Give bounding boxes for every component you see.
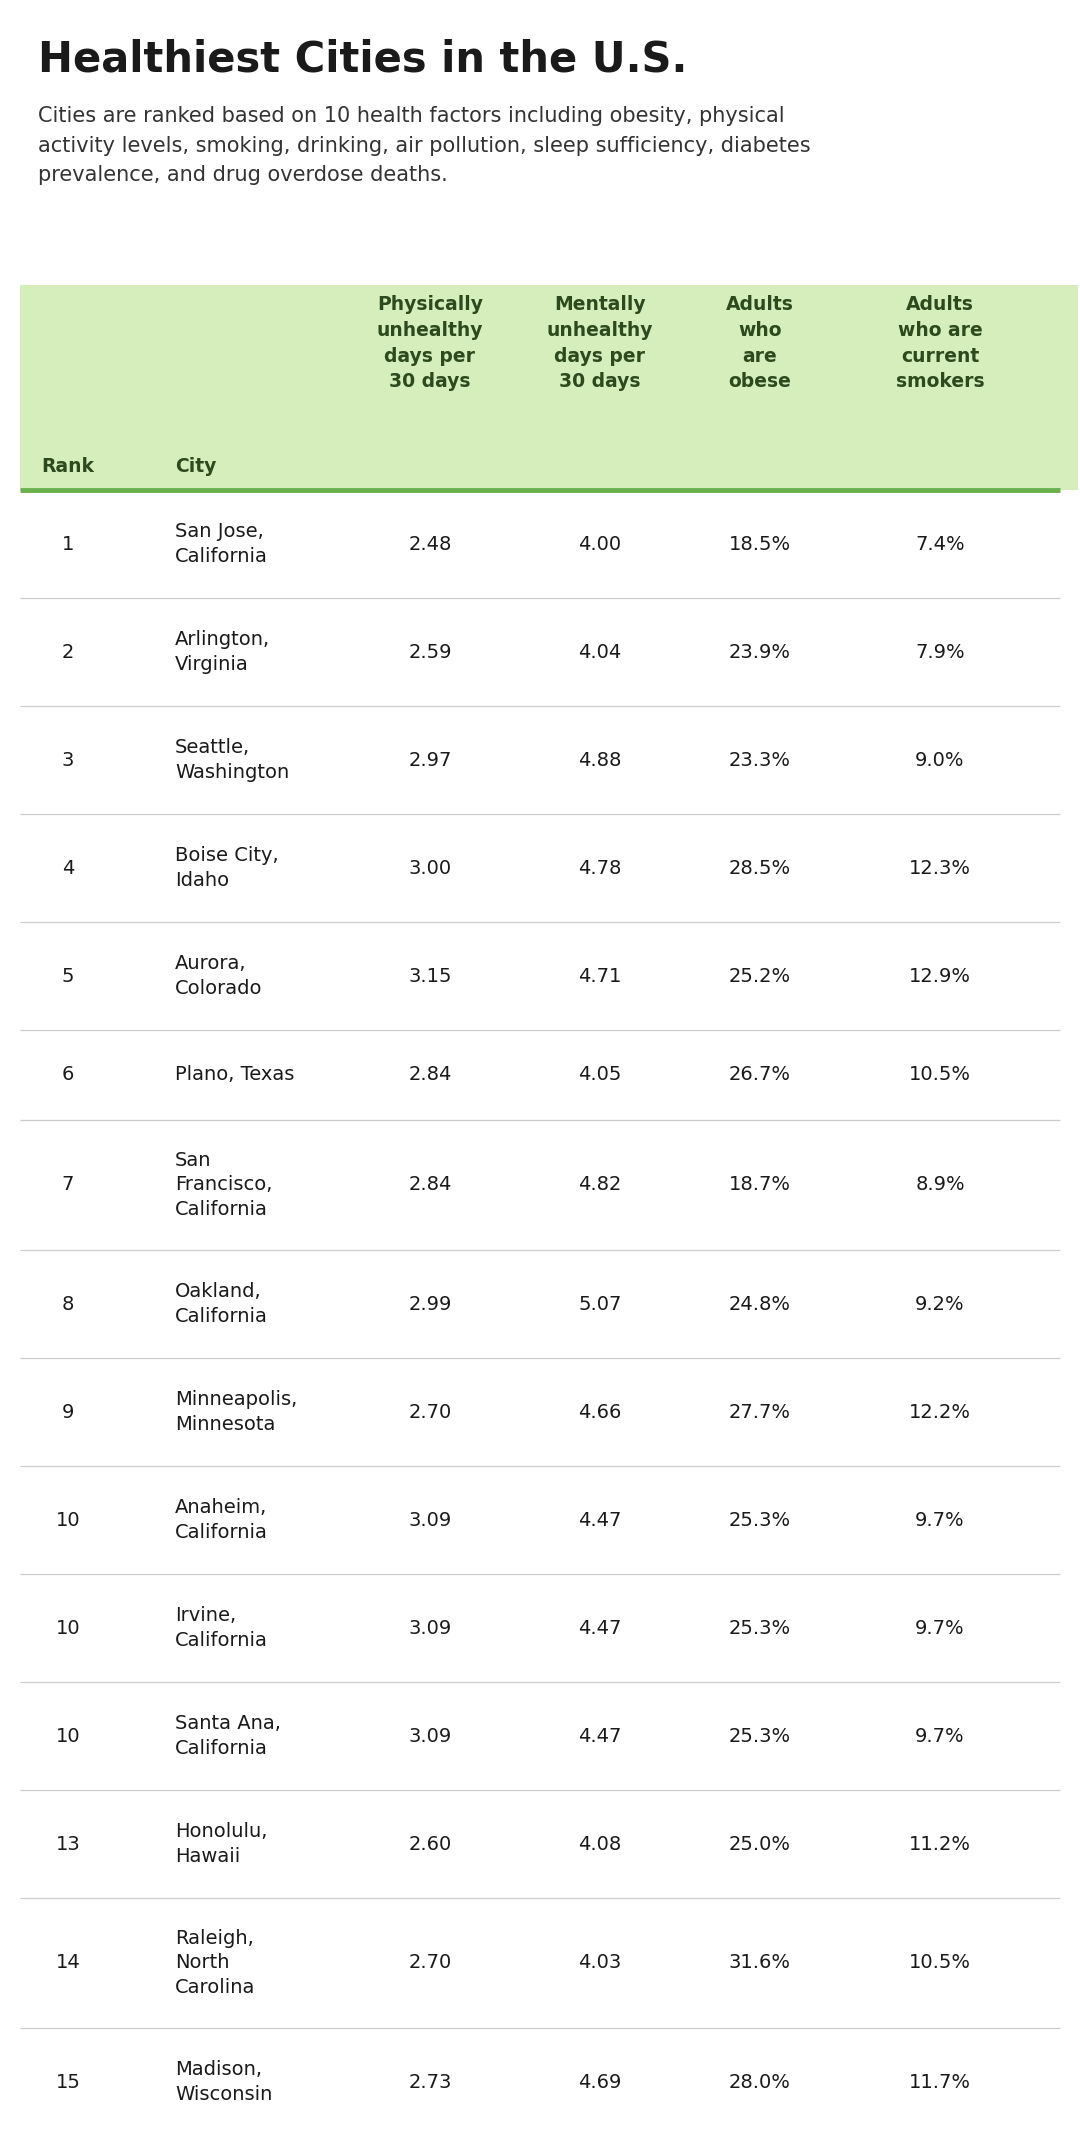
Text: Rank: Rank bbox=[41, 458, 95, 477]
Text: 2.97: 2.97 bbox=[408, 750, 451, 769]
Text: 12.2%: 12.2% bbox=[909, 1403, 971, 1422]
Text: 6: 6 bbox=[62, 1065, 75, 1085]
Text: 25.3%: 25.3% bbox=[729, 1727, 791, 1746]
Text: Boise City,
Idaho: Boise City, Idaho bbox=[175, 846, 279, 889]
Text: 4.78: 4.78 bbox=[578, 859, 622, 879]
Text: 3.15: 3.15 bbox=[408, 967, 451, 986]
Text: 4.88: 4.88 bbox=[578, 750, 622, 769]
Text: Santa Ana,
California: Santa Ana, California bbox=[175, 1714, 281, 1757]
Text: 4.82: 4.82 bbox=[578, 1175, 622, 1194]
Text: 23.3%: 23.3% bbox=[729, 750, 791, 769]
Text: 2.60: 2.60 bbox=[408, 1834, 451, 1854]
Text: 13: 13 bbox=[56, 1834, 80, 1854]
Text: 7.9%: 7.9% bbox=[915, 642, 964, 662]
Text: 14: 14 bbox=[56, 1953, 80, 1972]
Text: 3.00: 3.00 bbox=[408, 859, 451, 879]
Text: Cities are ranked based on 10 health factors including obesity, physical
activit: Cities are ranked based on 10 health fac… bbox=[38, 105, 811, 185]
Text: 2.59: 2.59 bbox=[408, 642, 451, 662]
Text: San
Francisco,
California: San Francisco, California bbox=[175, 1151, 272, 1218]
Text: Healthiest Cities in the U.S.: Healthiest Cities in the U.S. bbox=[38, 39, 687, 79]
Text: 8: 8 bbox=[62, 1295, 75, 1312]
Text: 25.2%: 25.2% bbox=[729, 967, 791, 986]
Text: 24.8%: 24.8% bbox=[729, 1295, 791, 1312]
Text: 4.47: 4.47 bbox=[578, 1510, 622, 1529]
Text: 3.09: 3.09 bbox=[408, 1617, 451, 1637]
Text: 9.7%: 9.7% bbox=[915, 1510, 964, 1529]
Text: Honolulu,
Hawaii: Honolulu, Hawaii bbox=[175, 1822, 268, 1867]
Text: Adults
who
are
obese: Adults who are obese bbox=[726, 294, 794, 391]
Text: 9: 9 bbox=[62, 1403, 75, 1422]
Text: San Jose,
California: San Jose, California bbox=[175, 522, 268, 565]
Text: 25.0%: 25.0% bbox=[729, 1834, 791, 1854]
Text: 4.03: 4.03 bbox=[579, 1953, 622, 1972]
Text: Arlington,
Virginia: Arlington, Virginia bbox=[175, 629, 270, 674]
Text: Madison,
Wisconsin: Madison, Wisconsin bbox=[175, 2060, 272, 2103]
Text: Minneapolis,
Minnesota: Minneapolis, Minnesota bbox=[175, 1390, 297, 1433]
Text: 3: 3 bbox=[62, 750, 75, 769]
Text: 4.00: 4.00 bbox=[579, 535, 622, 554]
Text: 2.48: 2.48 bbox=[408, 535, 451, 554]
Text: 11.2%: 11.2% bbox=[909, 1834, 971, 1854]
Text: 4: 4 bbox=[62, 859, 75, 879]
Text: Plano, Texas: Plano, Texas bbox=[175, 1065, 295, 1085]
Text: 2.70: 2.70 bbox=[408, 1953, 451, 1972]
Text: Adults
who are
current
smokers: Adults who are current smokers bbox=[895, 294, 984, 391]
Text: 4.08: 4.08 bbox=[579, 1834, 622, 1854]
Text: Mentally
unhealthy
days per
30 days: Mentally unhealthy days per 30 days bbox=[546, 294, 653, 391]
Text: 10: 10 bbox=[56, 1727, 80, 1746]
Text: 10: 10 bbox=[56, 1510, 80, 1529]
Text: 2.84: 2.84 bbox=[408, 1175, 451, 1194]
Text: 2.99: 2.99 bbox=[408, 1295, 451, 1312]
Text: 25.3%: 25.3% bbox=[729, 1617, 791, 1637]
Text: 28.5%: 28.5% bbox=[729, 859, 791, 879]
Text: 10.5%: 10.5% bbox=[909, 1065, 971, 1085]
Text: Seattle,
Washington: Seattle, Washington bbox=[175, 739, 289, 782]
Text: 12.9%: 12.9% bbox=[909, 967, 971, 986]
Text: 15: 15 bbox=[55, 2073, 80, 2092]
Text: 26.7%: 26.7% bbox=[729, 1065, 791, 1085]
Text: 9.7%: 9.7% bbox=[915, 1727, 964, 1746]
Text: 8.9%: 8.9% bbox=[915, 1175, 964, 1194]
Text: 27.7%: 27.7% bbox=[729, 1403, 791, 1422]
Text: 9.2%: 9.2% bbox=[915, 1295, 964, 1312]
Text: 3.09: 3.09 bbox=[408, 1727, 451, 1746]
Text: 9.0%: 9.0% bbox=[915, 750, 964, 769]
Text: 18.7%: 18.7% bbox=[729, 1175, 791, 1194]
Text: Physically
unhealthy
days per
30 days: Physically unhealthy days per 30 days bbox=[377, 294, 483, 391]
Text: 2.70: 2.70 bbox=[408, 1403, 451, 1422]
Text: 5.07: 5.07 bbox=[578, 1295, 622, 1312]
Text: Irvine,
California: Irvine, California bbox=[175, 1607, 268, 1650]
Text: 1: 1 bbox=[62, 535, 75, 554]
Text: 4.05: 4.05 bbox=[578, 1065, 622, 1085]
Text: 2.84: 2.84 bbox=[408, 1065, 451, 1085]
Text: 11.7%: 11.7% bbox=[909, 2073, 971, 2092]
Text: 25.3%: 25.3% bbox=[729, 1510, 791, 1529]
Text: 9.7%: 9.7% bbox=[915, 1617, 964, 1637]
Text: 28.0%: 28.0% bbox=[729, 2073, 791, 2092]
Text: 2.73: 2.73 bbox=[408, 2073, 451, 2092]
Text: 4.47: 4.47 bbox=[578, 1727, 622, 1746]
Text: 18.5%: 18.5% bbox=[729, 535, 791, 554]
Text: 4.69: 4.69 bbox=[578, 2073, 622, 2092]
Text: 2: 2 bbox=[62, 642, 75, 662]
Text: 5: 5 bbox=[62, 967, 75, 986]
Text: 4.71: 4.71 bbox=[578, 967, 622, 986]
Text: 12.3%: 12.3% bbox=[909, 859, 971, 879]
Text: 4.04: 4.04 bbox=[579, 642, 622, 662]
Text: 23.9%: 23.9% bbox=[729, 642, 791, 662]
Text: 4.47: 4.47 bbox=[578, 1617, 622, 1637]
Text: Raleigh,
North
Carolina: Raleigh, North Carolina bbox=[175, 1929, 255, 1998]
Text: 7: 7 bbox=[62, 1175, 75, 1194]
Text: Oakland,
California: Oakland, California bbox=[175, 1282, 268, 1325]
Bar bbox=[21, 286, 1078, 490]
Text: 4.66: 4.66 bbox=[578, 1403, 622, 1422]
Text: City: City bbox=[175, 458, 216, 477]
Text: 3.09: 3.09 bbox=[408, 1510, 451, 1529]
Text: Aurora,
Colorado: Aurora, Colorado bbox=[175, 954, 262, 997]
Text: 10.5%: 10.5% bbox=[909, 1953, 971, 1972]
Text: Anaheim,
California: Anaheim, California bbox=[175, 1499, 268, 1542]
Text: 31.6%: 31.6% bbox=[729, 1953, 791, 1972]
Text: 7.4%: 7.4% bbox=[915, 535, 964, 554]
Text: 10: 10 bbox=[56, 1617, 80, 1637]
